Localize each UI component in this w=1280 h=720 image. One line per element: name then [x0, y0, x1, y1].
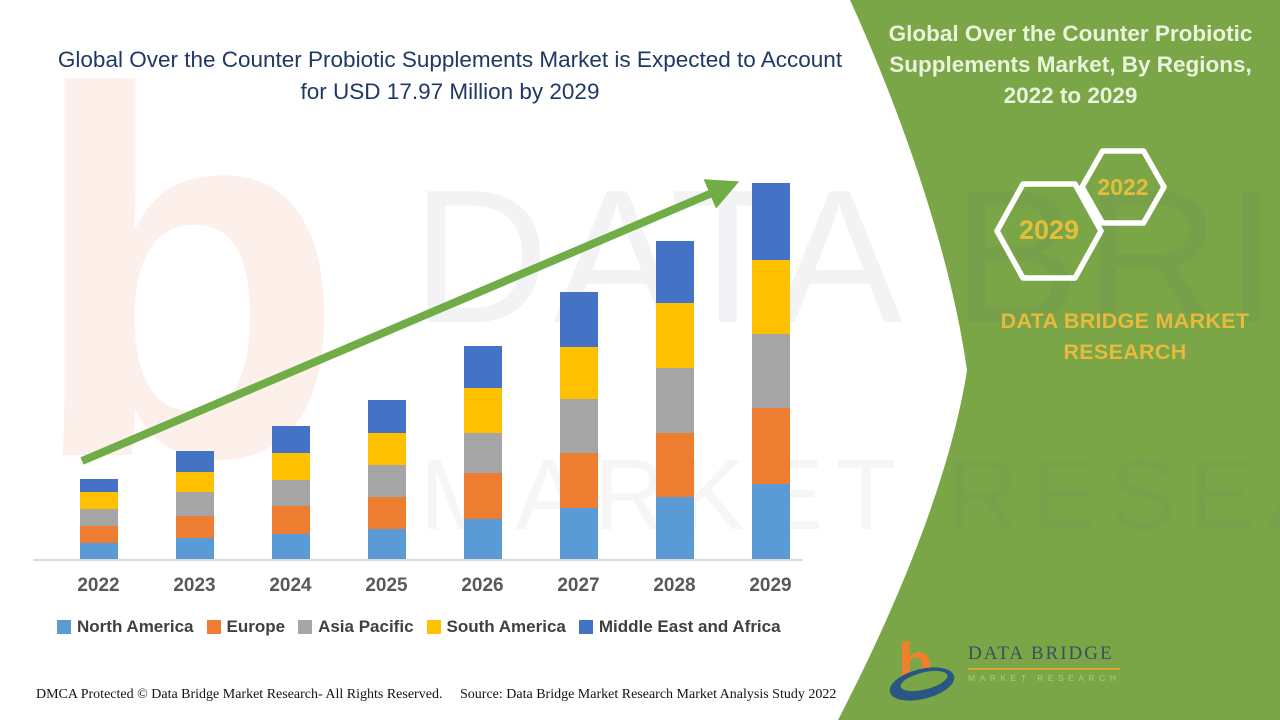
legend-item-north-america: North America	[57, 617, 194, 637]
bar-segment-europe	[79, 526, 118, 544]
legend-swatch-europe	[206, 620, 221, 634]
bar-segment-south-america	[559, 346, 598, 400]
bar-segment-middle-east-and-africa	[271, 426, 310, 454]
bar-segment-europe	[367, 496, 406, 530]
x-axis-label-2024: 2024	[269, 575, 312, 596]
footer-dmca-text: DMCA Protected © Data Bridge Market Rese…	[36, 687, 443, 702]
brand-name-text: DATA BRIDGE MARKET RESEARCH	[1000, 309, 1250, 364]
bar-segment-north-america	[463, 519, 502, 559]
bar-segment-europe	[655, 432, 694, 497]
bar-segment-europe	[463, 473, 502, 519]
bar-2022	[79, 479, 118, 559]
footer-source-text: Source: Data Bridge Market Research Mark…	[460, 687, 837, 702]
bar-segment-middle-east-and-africa	[79, 479, 118, 493]
legend-item-south-america: South America	[426, 617, 566, 637]
bar-segment-asia-pacific	[367, 465, 406, 497]
bar-segment-asia-pacific	[559, 399, 598, 454]
legend-item-middle-east-and-africa: Middle East and Africa	[578, 617, 781, 637]
legend-item-asia-pacific: Asia Pacific	[298, 617, 414, 637]
bar-segment-north-america	[271, 533, 310, 559]
bar-segment-middle-east-and-africa	[559, 292, 598, 347]
bar-segment-north-america	[751, 484, 790, 559]
bar-segment-middle-east-and-africa	[751, 183, 790, 260]
bar-segment-asia-pacific	[463, 433, 502, 474]
logo-swoosh-cutout	[900, 670, 948, 692]
bar-segment-north-america	[559, 508, 598, 559]
bar-2029	[751, 183, 790, 559]
bar-segment-north-america	[655, 496, 694, 559]
bar-segment-asia-pacific	[271, 479, 310, 506]
legend-label-europe: Europe	[226, 617, 286, 636]
hexagon-year-2029: 2029	[1018, 215, 1080, 245]
legend-swatch-north-america	[57, 620, 71, 634]
bar-segment-south-america	[367, 432, 406, 466]
bar-segment-europe	[175, 515, 214, 539]
legend-label-asia-pacific: Asia Pacific	[318, 617, 414, 636]
chart-legend: North America Europe Asia Pacific South Ame…	[57, 617, 781, 637]
x-axis-label-2028: 2028	[653, 575, 696, 596]
bar-segment-south-america	[655, 302, 694, 368]
x-axis-label-2027: 2027	[557, 575, 600, 596]
bar-2027	[559, 292, 598, 559]
legend-swatch-south-america	[426, 620, 441, 634]
bar-segment-south-america	[271, 453, 310, 480]
x-axis-label-2029: 2029	[749, 575, 792, 596]
bar-segment-middle-east-and-africa	[463, 346, 502, 389]
logo-title: DATA BRIDGE	[968, 643, 1121, 670]
bar-2025	[367, 399, 406, 559]
bar-segment-asia-pacific	[655, 367, 694, 433]
bar-segment-asia-pacific	[175, 491, 214, 516]
bar-segment-asia-pacific	[751, 334, 790, 409]
bar-segment-middle-east-and-africa	[367, 399, 406, 433]
bar-segment-europe	[559, 453, 598, 509]
legend-swatch-asia-pacific	[298, 620, 313, 634]
bar-2023	[175, 450, 214, 559]
bar-2024	[271, 426, 310, 559]
bar-segment-middle-east-and-africa	[175, 450, 214, 473]
chart-headline: Global Over the Counter Probiotic Supple…	[57, 47, 843, 104]
bar-segment-europe	[751, 408, 790, 485]
hexagon-year-2022: 2022	[1097, 174, 1149, 200]
bar-segment-asia-pacific	[79, 509, 118, 527]
bar-2026	[463, 346, 502, 559]
bar-segment-south-america	[751, 259, 790, 335]
x-axis-label-2026: 2026	[461, 575, 504, 596]
legend-label-south-america: South America	[446, 617, 566, 636]
bar-segment-south-america	[79, 492, 118, 510]
bar-segment-south-america	[175, 472, 214, 492]
bar-segment-north-america	[367, 529, 406, 559]
bar-2028	[655, 240, 694, 559]
side-panel-heading: Global Over the Counter Probiotic Supple…	[888, 21, 1253, 108]
side-panel-shape	[838, 0, 1280, 720]
bar-segment-north-america	[175, 538, 214, 559]
bar-segment-middle-east-and-africa	[655, 240, 694, 303]
x-axis-line	[33, 559, 803, 561]
bar-segment-europe	[271, 505, 310, 534]
legend-swatch-middle-east-and-africa	[578, 620, 593, 634]
bar-segment-south-america	[463, 388, 502, 434]
bar-segment-north-america	[79, 543, 118, 559]
logo-subtitle: MARKET RESEARCH	[968, 673, 1121, 683]
x-axis-label-2022: 2022	[77, 575, 120, 596]
x-axis-label-2023: 2023	[173, 575, 216, 596]
legend-label-north-america: North America	[77, 617, 194, 636]
x-axis-label-2025: 2025	[365, 575, 408, 596]
legend-item-europe: Europe	[206, 617, 286, 637]
data-bridge-logo-mark: b	[889, 632, 955, 701]
data-bridge-logo: b DATA BRIDGE MARKET RESEARCH	[888, 632, 1121, 704]
logo-text: DATA BRIDGE MARKET RESEARCH	[968, 643, 1121, 683]
legend-label-middle-east-and-africa: Middle East and Africa	[598, 617, 781, 636]
